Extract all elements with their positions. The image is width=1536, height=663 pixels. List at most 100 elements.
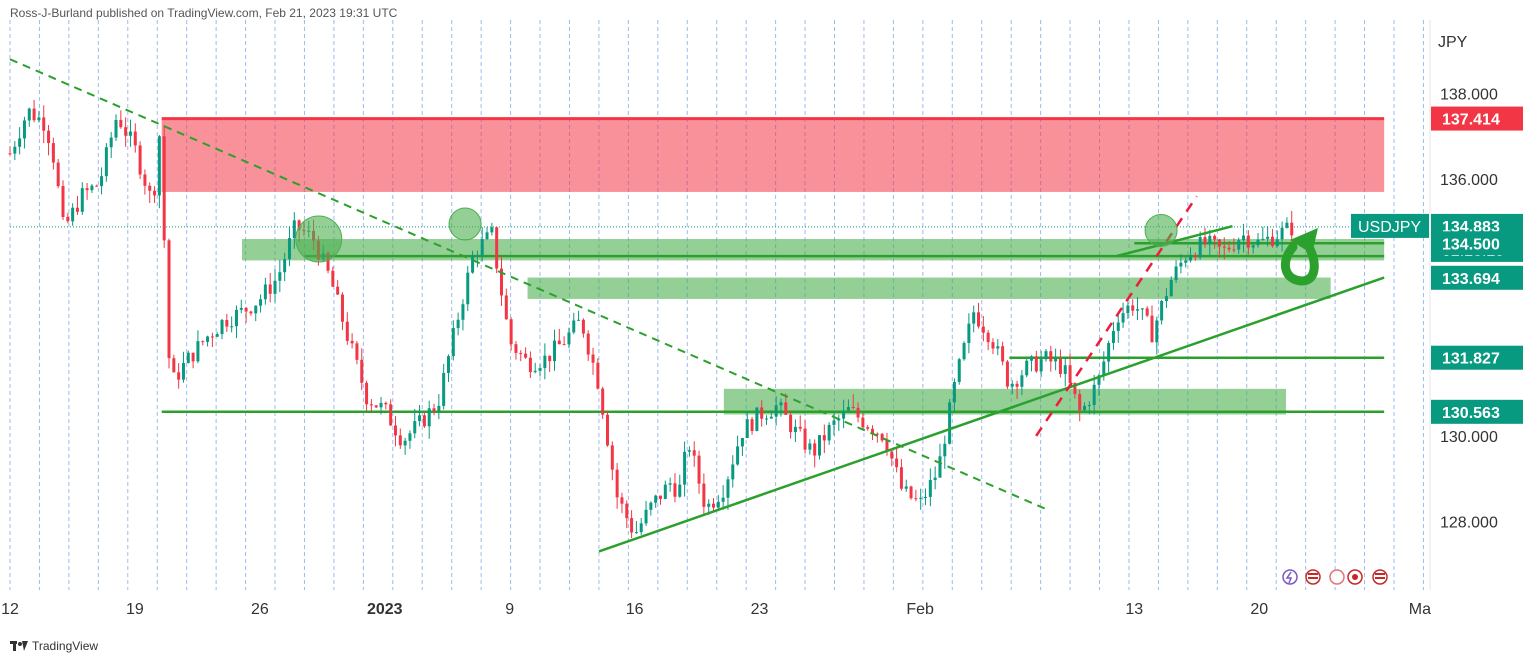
candle-body bbox=[1063, 365, 1067, 374]
candle-body bbox=[85, 188, 89, 191]
candle-body bbox=[225, 320, 229, 327]
candle-body bbox=[750, 419, 754, 431]
candle-body bbox=[740, 437, 744, 447]
candle-body bbox=[1174, 266, 1178, 280]
candle-body bbox=[981, 326, 985, 333]
candle-body bbox=[692, 450, 696, 456]
candle-body bbox=[1083, 405, 1087, 411]
candle-body bbox=[904, 486, 908, 489]
candle-body bbox=[104, 147, 108, 177]
candle-body bbox=[37, 117, 41, 121]
candle-body bbox=[1015, 383, 1019, 387]
candle-body bbox=[784, 402, 788, 415]
candle-body bbox=[928, 480, 932, 497]
candle-body bbox=[369, 404, 373, 406]
candle-body bbox=[230, 326, 234, 328]
candle-body bbox=[1270, 236, 1274, 247]
candle-body bbox=[538, 368, 542, 371]
candle-body bbox=[196, 341, 200, 362]
candle-body bbox=[866, 427, 870, 429]
candle-body bbox=[895, 458, 899, 468]
candle-body bbox=[1030, 356, 1034, 361]
candle-body bbox=[938, 456, 942, 478]
candle-body bbox=[143, 174, 147, 186]
candle-body bbox=[1213, 235, 1217, 240]
candle-body bbox=[408, 433, 412, 441]
y-tick-label: 136.000 bbox=[1440, 172, 1498, 189]
candle-body bbox=[71, 207, 75, 222]
price-tag-text: 137.414 bbox=[1442, 112, 1500, 129]
candle-body bbox=[490, 227, 494, 233]
candle-body bbox=[605, 414, 609, 446]
candle-body bbox=[1184, 260, 1188, 263]
candle-body bbox=[475, 255, 479, 257]
candle-body bbox=[712, 503, 716, 508]
price-tag-text: 133.694 bbox=[1442, 271, 1500, 288]
candle-body bbox=[1039, 359, 1043, 372]
candle-body bbox=[297, 220, 301, 230]
candle-body bbox=[1131, 305, 1135, 311]
candle-body bbox=[1145, 308, 1149, 316]
candle-body bbox=[909, 486, 913, 499]
candle-body bbox=[239, 307, 243, 310]
x-tick-label: 23 bbox=[751, 601, 769, 618]
event-icons[interactable] bbox=[1282, 569, 1388, 585]
candle-body bbox=[432, 408, 436, 412]
candle-body bbox=[1179, 262, 1183, 267]
candle-body bbox=[755, 407, 759, 431]
candle-body bbox=[1217, 239, 1221, 247]
candle-body bbox=[697, 455, 701, 484]
candle-body bbox=[793, 426, 797, 433]
candle-body bbox=[22, 120, 26, 139]
candle-body bbox=[1155, 320, 1159, 343]
candle-body bbox=[890, 451, 894, 459]
candle-body bbox=[581, 319, 585, 334]
candle-body bbox=[206, 336, 210, 342]
candle-body bbox=[1169, 279, 1173, 297]
candle-body bbox=[1227, 247, 1231, 250]
candle-body bbox=[451, 328, 455, 357]
highlight-circle bbox=[295, 215, 343, 263]
candle-body bbox=[977, 312, 981, 327]
candle-body bbox=[933, 477, 937, 481]
candle-body bbox=[47, 130, 51, 144]
candle-body bbox=[1164, 296, 1168, 302]
highlight-circle-layer bbox=[295, 207, 1178, 263]
candle-body bbox=[393, 425, 397, 436]
candle-body bbox=[95, 185, 99, 187]
candle-body bbox=[283, 259, 287, 273]
candle-body bbox=[1251, 245, 1255, 248]
candle-body bbox=[962, 342, 966, 360]
candle-body bbox=[124, 127, 128, 136]
candle-body bbox=[471, 255, 475, 273]
candle-body bbox=[220, 320, 224, 335]
candle-body bbox=[736, 446, 740, 465]
candle-body bbox=[1150, 315, 1154, 343]
price-tag-text: 130.563 bbox=[1442, 405, 1500, 422]
candle-body bbox=[273, 280, 277, 294]
price-tag bbox=[1431, 265, 1523, 290]
candle-body bbox=[1025, 360, 1029, 376]
x-tick-label: Ma bbox=[1409, 601, 1431, 618]
candle-body bbox=[765, 418, 769, 420]
candle-body bbox=[201, 341, 205, 343]
candle-body bbox=[1222, 246, 1226, 248]
price-tag-text: 131.827 bbox=[1442, 351, 1500, 368]
candle-body bbox=[1097, 375, 1101, 385]
candle-body bbox=[986, 332, 990, 343]
candle-body bbox=[1246, 235, 1250, 248]
candle-body bbox=[1010, 383, 1014, 387]
candle-body bbox=[509, 319, 513, 345]
candle-body bbox=[528, 357, 532, 373]
candle-body bbox=[639, 523, 643, 533]
candle-body bbox=[56, 162, 60, 187]
candle-body bbox=[1198, 237, 1202, 258]
candle-body bbox=[721, 497, 725, 502]
candle-body bbox=[499, 268, 503, 296]
symbol-tag bbox=[1351, 213, 1429, 238]
candle-body bbox=[162, 136, 166, 241]
zone-layer bbox=[161, 119, 1385, 415]
tradingview-footer: TradingView bbox=[10, 639, 98, 653]
candle-body bbox=[8, 153, 12, 155]
candle-body bbox=[326, 253, 330, 271]
